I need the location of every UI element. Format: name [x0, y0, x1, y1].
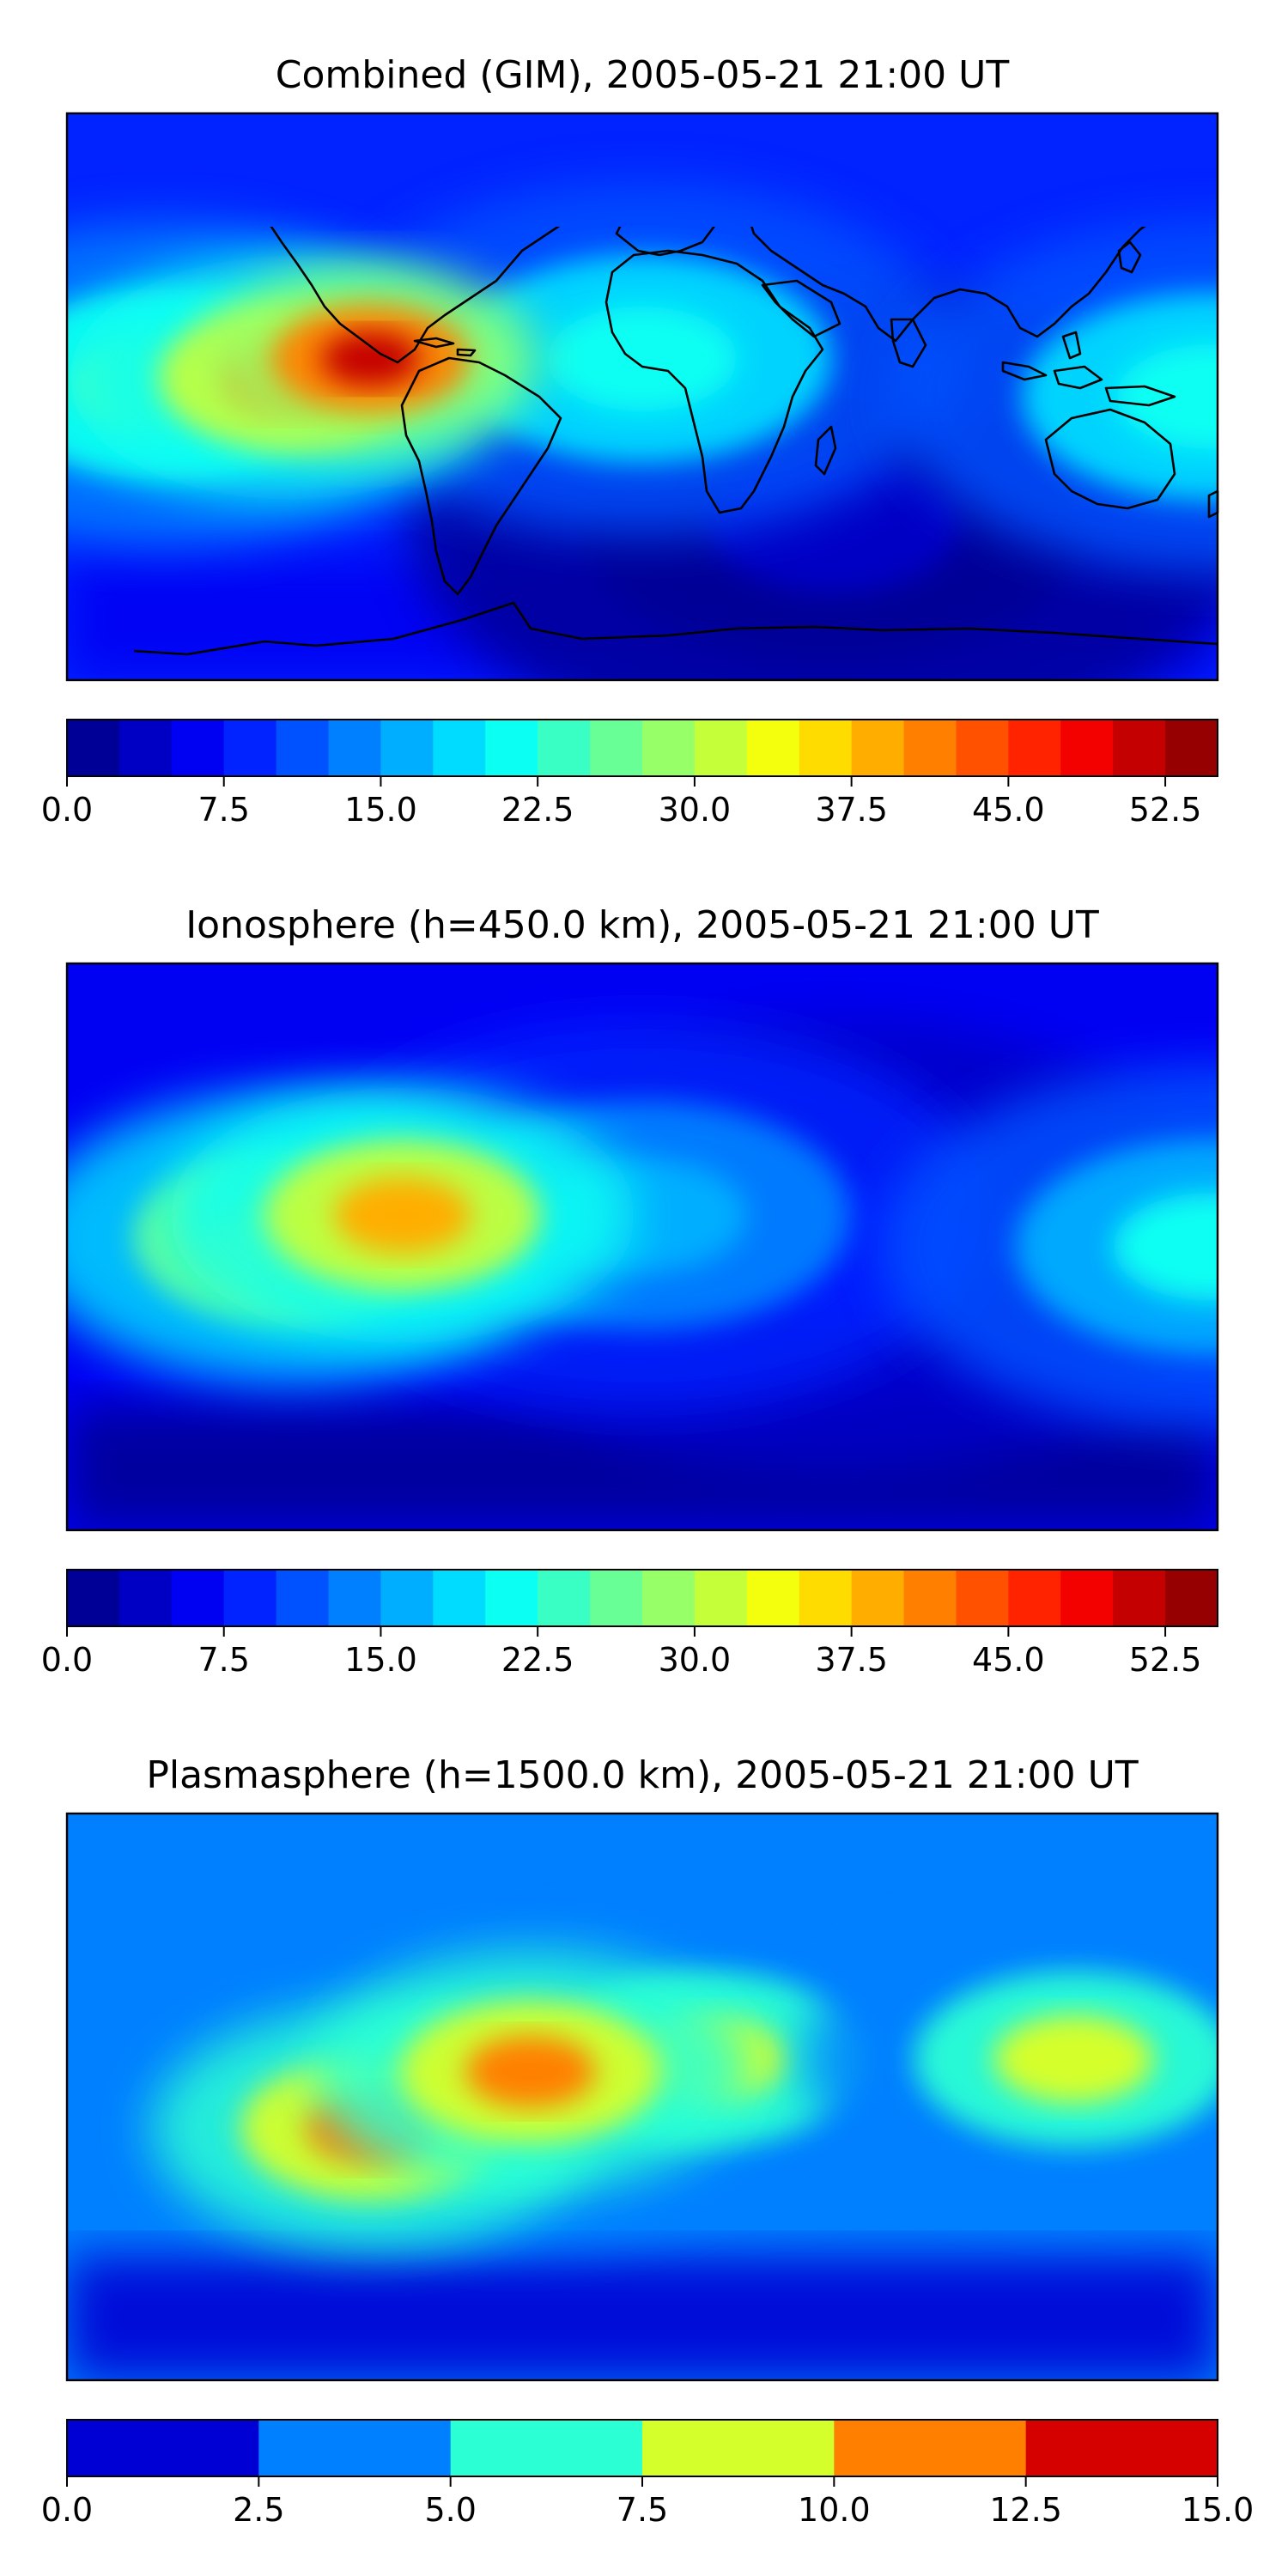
colorbar-swatch — [834, 2420, 1027, 2476]
colorbar-swatch — [799, 1570, 853, 1626]
field-peak — [333, 1177, 471, 1254]
colorbar-swatch — [956, 720, 1009, 776]
colorbar-tick-label: 37.5 — [815, 1641, 888, 1679]
colorbar-swatch — [171, 720, 225, 776]
colorbar-swatch — [538, 1570, 591, 1626]
colorbar-swatch — [1008, 720, 1061, 776]
colorbar-swatch — [67, 2420, 259, 2476]
field-peak — [321, 331, 421, 386]
colorbar-tick-label: 7.5 — [617, 2491, 668, 2529]
colorbar-tick-label: 15.0 — [344, 1641, 417, 1679]
colorbar-tick-label: 12.5 — [989, 2491, 1062, 2529]
colorbar-swatch — [746, 1570, 800, 1626]
colorbar-swatch — [485, 720, 538, 776]
colorbar-swatch — [223, 1570, 277, 1626]
map-frame — [65, 112, 1219, 682]
colorbar-swatch — [1008, 1570, 1061, 1626]
colorbar-tick-label: 22.5 — [501, 1641, 574, 1679]
colorbar-swatch — [67, 1570, 120, 1626]
field-peak — [1116, 344, 1218, 449]
colorbar-swatch — [1060, 720, 1114, 776]
colorbar-frame — [66, 719, 1218, 777]
colorbar-swatch — [380, 1570, 434, 1626]
colorbar-tick-label: 5.0 — [424, 2491, 476, 2529]
colorbar-swatch — [485, 1570, 538, 1626]
field-peak — [465, 2036, 596, 2108]
panel-title: Combined (GIM), 2005-05-21 21:00 UT — [276, 53, 1010, 97]
colorbar: 0.0 7.5 15.0 22.5 30.0 37.5 45.0 52.5 — [41, 719, 1218, 829]
field-peak — [547, 307, 738, 411]
colorbar-tick-label: 7.5 — [198, 791, 250, 829]
colorbar-swatch — [590, 720, 643, 776]
map-frame — [65, 1812, 1219, 2382]
colorbar-swatch — [67, 720, 120, 776]
colorbar-frame — [66, 1569, 1218, 1627]
colorbar-swatch — [903, 1570, 957, 1626]
colorbar-swatch — [1025, 2420, 1218, 2476]
colorbar-swatch — [590, 1570, 643, 1626]
colorbar-swatch — [799, 720, 853, 776]
colorbar-swatch — [276, 1570, 330, 1626]
colorbar-tick-label: 45.0 — [972, 791, 1045, 829]
colorbar-swatch — [118, 720, 173, 776]
colorbar-swatch — [328, 720, 382, 776]
colorbar-tick-label: 10.0 — [798, 2491, 871, 2529]
colorbar-swatch — [694, 720, 748, 776]
tec-field — [67, 1814, 1218, 2380]
colorbar-swatch — [1113, 720, 1166, 776]
colorbar-swatch — [433, 720, 486, 776]
map-frame — [65, 962, 1219, 1532]
colorbar-tick-label: 7.5 — [198, 1641, 250, 1679]
colorbar-tick-label: 30.0 — [659, 1641, 732, 1679]
colorbar-tick-label: 30.0 — [659, 791, 732, 829]
map-panel-2: Ionosphere (h=450.0 km), 2005-05-21 21:0… — [41, 903, 1219, 1679]
colorbar-swatch — [380, 720, 434, 776]
colorbar-swatch — [171, 1570, 225, 1626]
map-panel-1: Combined (GIM), 2005-05-21 21:00 UT 0.0 7.… — [41, 53, 1219, 829]
colorbar-swatch — [258, 2420, 452, 2476]
colorbar-swatch — [694, 1570, 748, 1626]
colorbar-swatch — [1165, 1570, 1218, 1626]
panel-title: Ionosphere (h=450.0 km), 2005-05-21 21:0… — [185, 903, 1099, 947]
colorbar-tick-label: 22.5 — [501, 791, 574, 829]
colorbar-swatch — [642, 720, 696, 776]
colorbar-swatch — [746, 720, 800, 776]
tec-field — [67, 113, 1218, 680]
field-peak — [1113, 1193, 1218, 1301]
colorbar-tick-label: 45.0 — [972, 1641, 1045, 1679]
colorbar-tick-label: 2.5 — [233, 2491, 284, 2529]
colorbar-swatch — [642, 1570, 696, 1626]
colorbar-swatch — [223, 720, 277, 776]
colorbar: 0.0 2.5 5.0 7.5 10.0 12.5 15.0 — [41, 2419, 1255, 2529]
colorbar-tick-label: 15.0 — [344, 791, 417, 829]
colorbar-swatch — [538, 720, 591, 776]
colorbar-swatch — [903, 720, 957, 776]
field-polar-band — [67, 2255, 1218, 2380]
colorbar-swatch — [642, 2420, 835, 2476]
colorbar-swatch — [276, 720, 330, 776]
tec-field — [67, 963, 1218, 1530]
colorbar-swatch — [1060, 1570, 1114, 1626]
field-peak — [993, 2014, 1154, 2104]
colorbar-tick-label: 52.5 — [1129, 1641, 1202, 1679]
colorbar-swatch — [433, 1570, 486, 1626]
map-panel-3: Plasmasphere (h=1500.0 km), 2005-05-21 2… — [41, 1753, 1255, 2529]
colorbar-swatch — [328, 1570, 382, 1626]
colorbar-swatch — [450, 2420, 643, 2476]
colorbar-tick-label: 15.0 — [1182, 2491, 1255, 2529]
colorbar-tick-label: 0.0 — [41, 2491, 93, 2529]
colorbar-tick-label: 37.5 — [815, 791, 888, 829]
colorbar-swatch — [851, 720, 905, 776]
colorbar-swatch — [956, 1570, 1009, 1626]
colorbar-tick-label: 0.0 — [41, 791, 93, 829]
colorbar-swatch — [1113, 1570, 1166, 1626]
colorbar-swatch — [118, 1570, 173, 1626]
colorbar-swatch — [851, 1570, 905, 1626]
colorbar: 0.0 7.5 15.0 22.5 30.0 37.5 45.0 52.5 — [41, 1569, 1218, 1679]
colorbar-tick-label: 0.0 — [41, 1641, 93, 1679]
colorbar-tick-label: 52.5 — [1129, 791, 1202, 829]
colorbar-swatch — [1165, 720, 1218, 776]
panel-title: Plasmasphere (h=1500.0 km), 2005-05-21 2… — [146, 1753, 1138, 1797]
